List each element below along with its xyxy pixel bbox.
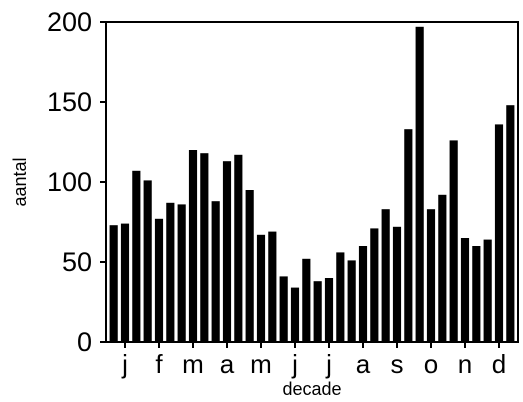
bar [302, 258, 311, 342]
bar [415, 26, 424, 343]
bar [290, 287, 300, 342]
y-tick-label: 200 [47, 7, 92, 37]
bar [120, 223, 130, 342]
bar [381, 209, 390, 342]
bar [245, 190, 254, 342]
x-tick-label: j [291, 349, 298, 379]
bar [177, 204, 186, 342]
bar [279, 276, 288, 342]
bar [472, 246, 481, 342]
x-tick-label: s [391, 349, 404, 379]
x-tick-label: f [155, 349, 163, 379]
bar [460, 238, 470, 342]
bar [506, 105, 515, 342]
x-tick-label: j [325, 349, 332, 379]
bar [268, 231, 277, 342]
bar [426, 209, 436, 342]
y-axis: 0 50 100 150 200 [47, 7, 106, 357]
bar [109, 225, 118, 342]
bar [234, 154, 243, 342]
x-tick-label: m [182, 349, 204, 379]
bar [324, 278, 334, 342]
bar [404, 129, 413, 342]
bar [336, 252, 345, 342]
y-tick-label: 100 [47, 167, 92, 197]
bar [483, 239, 492, 342]
bar [200, 153, 209, 342]
bar [494, 124, 504, 343]
x-tick-label: a [220, 349, 235, 379]
bar [347, 260, 356, 342]
bar [154, 218, 164, 342]
y-tick-label: 50 [62, 247, 92, 277]
bar [370, 228, 379, 342]
x-tick-label: a [356, 349, 371, 379]
x-axis-title: decade [282, 379, 341, 399]
x-tick-label: n [458, 349, 472, 379]
bar [392, 226, 402, 342]
y-tick-label: 150 [47, 87, 92, 117]
bar [132, 170, 141, 342]
x-tick-label: j [121, 349, 128, 379]
bar [438, 194, 447, 342]
bar [256, 234, 266, 342]
bar [222, 161, 232, 342]
x-tick-label: m [250, 349, 272, 379]
x-tick-label: d [492, 349, 506, 379]
bar [166, 202, 175, 342]
x-tick-label: o [424, 349, 438, 379]
bar [211, 201, 220, 342]
bar [449, 140, 458, 342]
y-axis-title: aantal [10, 157, 30, 206]
y-tick-label: 0 [77, 327, 92, 357]
bar [358, 246, 368, 342]
bar [313, 281, 322, 342]
bar-series [109, 26, 515, 343]
bar [188, 150, 198, 342]
bar [143, 180, 152, 342]
